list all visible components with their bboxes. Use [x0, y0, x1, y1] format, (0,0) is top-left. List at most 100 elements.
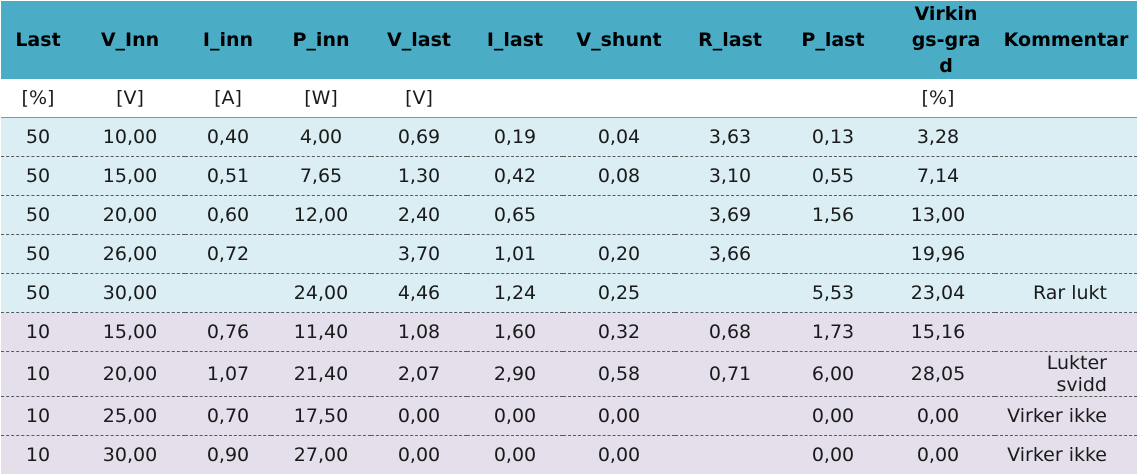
- unit-cell: [563, 79, 675, 118]
- cell-p-inn: 7,65: [271, 157, 371, 196]
- cell-p-last: 6,00: [785, 352, 881, 397]
- cell-last: 10: [1, 436, 75, 474]
- cell-v-shunt: 0,20: [563, 235, 675, 274]
- cell-kommentar: [995, 313, 1137, 352]
- cell-v-last: 2,07: [371, 352, 467, 397]
- cell-v-inn: 25,00: [75, 397, 185, 436]
- cell-v-shunt: 0,08: [563, 157, 675, 196]
- cell-i-inn: 1,07: [185, 352, 271, 397]
- cell-p-inn: [271, 235, 371, 274]
- cell-v-last: 3,70: [371, 235, 467, 274]
- cell-v-shunt: 0,00: [563, 397, 675, 436]
- cell-virkningsgrad: 7,14: [881, 157, 995, 196]
- cell-v-inn: 15,00: [75, 313, 185, 352]
- cell-p-last: 0,13: [785, 118, 881, 157]
- unit-cell: [995, 79, 1137, 118]
- cell-v-shunt: 0,32: [563, 313, 675, 352]
- cell-r-last: 3,69: [675, 196, 785, 235]
- header-v-shunt: V_shunt: [563, 1, 675, 79]
- header-p-inn: P_inn: [271, 1, 371, 79]
- cell-r-last: [675, 397, 785, 436]
- unit-cell: [W]: [271, 79, 371, 118]
- cell-virkningsgrad: 23,04: [881, 274, 995, 313]
- cell-virkningsgrad: 15,16: [881, 313, 995, 352]
- cell-v-last: 2,40: [371, 196, 467, 235]
- cell-p-last: [785, 235, 881, 274]
- cell-virkningsgrad: 0,00: [881, 397, 995, 436]
- cell-v-last: 4,46: [371, 274, 467, 313]
- unit-cell: [675, 79, 785, 118]
- cell-r-last: 3,63: [675, 118, 785, 157]
- cell-v-inn: 20,00: [75, 196, 185, 235]
- measurement-table-container: Last V_Inn I_inn P_inn V_last I_last V_s…: [1, 1, 1137, 461]
- cell-i-inn: [185, 274, 271, 313]
- cell-i-inn: 0,70: [185, 397, 271, 436]
- cell-kommentar: Rar lukt: [995, 274, 1137, 313]
- cell-virkningsgrad: 28,05: [881, 352, 995, 397]
- cell-v-shunt: 0,25: [563, 274, 675, 313]
- cell-p-inn: 11,40: [271, 313, 371, 352]
- cell-p-inn: 21,40: [271, 352, 371, 397]
- cell-v-inn: 30,00: [75, 436, 185, 474]
- cell-i-last: 1,01: [467, 235, 563, 274]
- cell-v-last: 1,30: [371, 157, 467, 196]
- cell-i-inn: 0,60: [185, 196, 271, 235]
- cell-v-shunt: 0,58: [563, 352, 675, 397]
- cell-virkningsgrad: 0,00: [881, 436, 995, 474]
- cell-i-last: 0,00: [467, 436, 563, 474]
- header-virkningsgrad-text: Virkings-grad: [908, 1, 984, 79]
- cell-i-inn: 0,40: [185, 118, 271, 157]
- unit-cell: [V]: [75, 79, 185, 118]
- cell-last: 50: [1, 235, 75, 274]
- header-last: Last: [1, 1, 75, 79]
- header-v-inn: V_Inn: [75, 1, 185, 79]
- cell-last: 10: [1, 313, 75, 352]
- cell-v-inn: 20,00: [75, 352, 185, 397]
- cell-kommentar: [995, 118, 1137, 157]
- unit-cell: [A]: [185, 79, 271, 118]
- cell-i-inn: 0,90: [185, 436, 271, 474]
- cell-kommentar: [995, 196, 1137, 235]
- cell-p-last: 0,55: [785, 157, 881, 196]
- cell-virkningsgrad: 3,28: [881, 118, 995, 157]
- cell-r-last: 0,71: [675, 352, 785, 397]
- cell-p-inn: 4,00: [271, 118, 371, 157]
- cell-kommentar: Lukter svidd: [995, 352, 1137, 397]
- cell-kommentar: [995, 235, 1137, 274]
- cell-v-shunt: 0,00: [563, 436, 675, 474]
- header-i-inn: I_inn: [185, 1, 271, 79]
- cell-v-last: 0,69: [371, 118, 467, 157]
- cell-i-last: 0,42: [467, 157, 563, 196]
- cell-kommentar: Virker ikke: [995, 397, 1137, 436]
- cell-last: 50: [1, 157, 75, 196]
- header-p-last: P_last: [785, 1, 881, 79]
- cell-v-last: 0,00: [371, 397, 467, 436]
- units-row: [%] [V] [A] [W] [V] [%]: [1, 79, 1137, 118]
- cell-last: 50: [1, 196, 75, 235]
- cell-r-last: [675, 274, 785, 313]
- cell-v-inn: 26,00: [75, 235, 185, 274]
- cell-p-inn: 12,00: [271, 196, 371, 235]
- cell-last: 50: [1, 118, 75, 157]
- cell-p-inn: 24,00: [271, 274, 371, 313]
- header-v-last: V_last: [371, 1, 467, 79]
- cell-last: 50: [1, 274, 75, 313]
- cell-p-last: 0,00: [785, 436, 881, 474]
- cell-virkningsgrad: 13,00: [881, 196, 995, 235]
- unit-cell: [V]: [371, 79, 467, 118]
- cell-v-last: 0,00: [371, 436, 467, 474]
- cell-last: 10: [1, 397, 75, 436]
- cell-i-last: 1,24: [467, 274, 563, 313]
- cell-p-last: 1,73: [785, 313, 881, 352]
- cell-v-shunt: 0,04: [563, 118, 675, 157]
- cell-kommentar: [995, 157, 1137, 196]
- unit-cell: [785, 79, 881, 118]
- cell-p-last: 5,53: [785, 274, 881, 313]
- cell-r-last: 3,66: [675, 235, 785, 274]
